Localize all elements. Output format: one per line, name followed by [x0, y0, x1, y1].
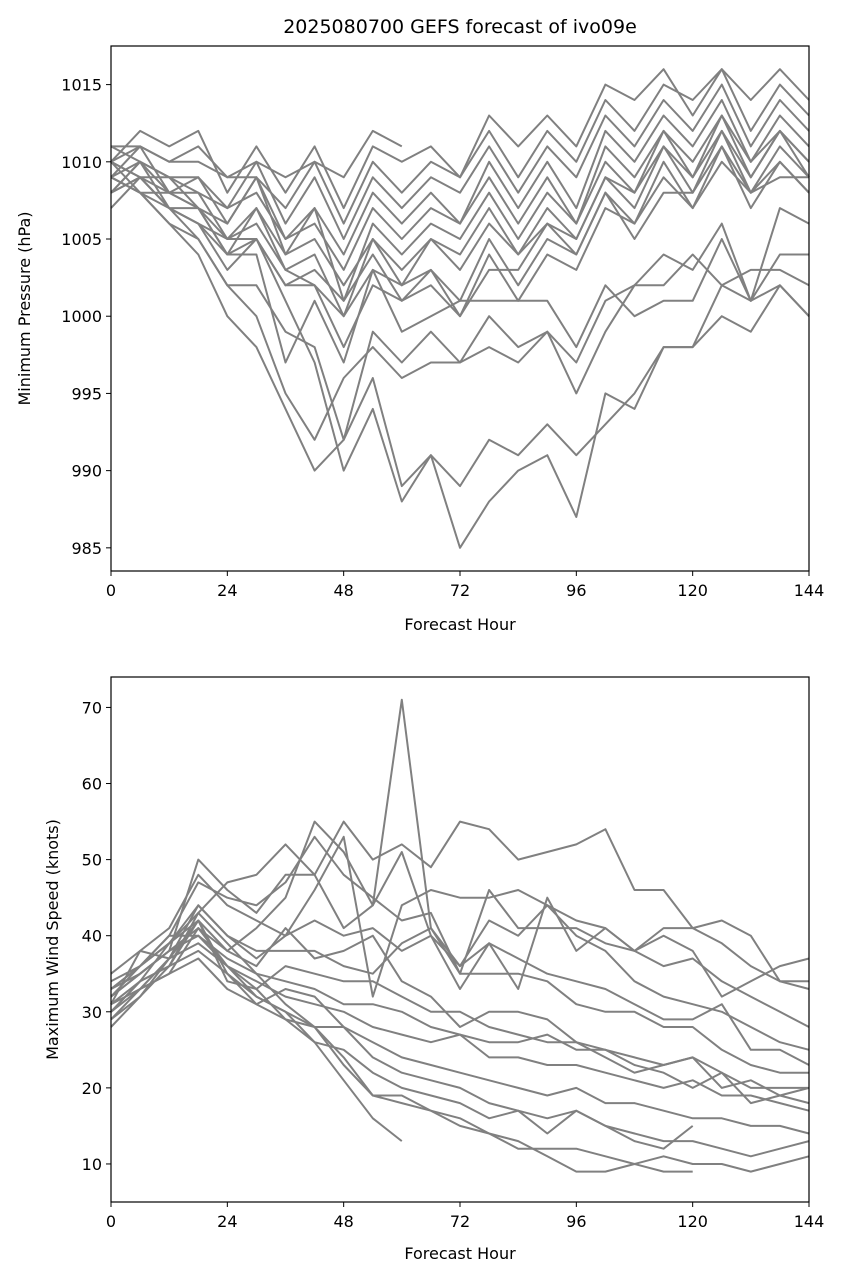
- wind-y-tick-label: 30: [82, 1003, 102, 1022]
- pressure-x-tick-label: 120: [677, 581, 708, 600]
- pressure-x-tick-label: 96: [566, 581, 586, 600]
- pressure-x-tick-label: 0: [106, 581, 116, 600]
- pressure-series-line-17: [110, 176, 810, 503]
- pressure-y-axis-label: Minimum Pressure (hPa): [15, 212, 34, 406]
- wind-x-tick-label: 24: [217, 1212, 237, 1231]
- pressure-y-tick-label: 985: [71, 539, 102, 558]
- pressure-y-tick-label: 1010: [61, 153, 102, 172]
- wind-y-tick-label: 70: [82, 698, 102, 717]
- wind-y-tick-label: 10: [82, 1155, 102, 1174]
- wind-series-line-7: [110, 904, 809, 1074]
- wind-series-line-16: [110, 927, 403, 1142]
- pressure-y-tick-label: 990: [71, 462, 102, 481]
- pressure-axes-frame: [110, 45, 810, 572]
- pressure-x-tick-label: 72: [450, 581, 470, 600]
- pressure-series-line-13: [110, 145, 810, 364]
- wind-series-line-5: [110, 835, 810, 1051]
- pressure-x-tick-label: 144: [794, 581, 825, 600]
- wind-y-tick-label: 20: [82, 1079, 102, 1098]
- pressure-y-tick-label: 995: [71, 384, 102, 403]
- pressure-series-line-8: [110, 114, 810, 287]
- pressure-y-tick-label: 1000: [61, 307, 102, 326]
- pressure-y-tick-label: 1015: [61, 76, 102, 95]
- wind-series-line-10: [110, 934, 810, 1105]
- pressure-chart: 0 24 48 72 96 120 144 985 990 995 1000 1005 1010 1015…: [15, 45, 825, 634]
- wind-x-tick-label: 144: [794, 1212, 825, 1231]
- wind-series-line-6: [110, 904, 810, 1066]
- wind-series-line-2: [110, 820, 809, 1013]
- pressure-series-line-3: [110, 68, 810, 225]
- wind-y-tick-label: 60: [82, 775, 102, 794]
- wind-y-tick-label: 50: [82, 851, 102, 870]
- wind-speed-chart: 0 24 48 72 96 120 144 10 20 30 40 50 60 70 Forecast Ho…: [43, 676, 825, 1263]
- wind-x-tick-label: 0: [106, 1212, 116, 1231]
- wind-series-line-17: [110, 919, 694, 1150]
- wind-series-line-9: [110, 919, 810, 1097]
- pressure-x-axis-label: Forecast Hour: [404, 615, 516, 634]
- wind-series-line-3: [110, 851, 810, 998]
- pressure-x-tick-label: 48: [333, 581, 353, 600]
- wind-x-tick-label: 72: [450, 1212, 470, 1231]
- wind-y-tick-label: 40: [82, 927, 102, 946]
- pressure-y-tick-label: 1005: [61, 230, 102, 249]
- wind-series-line-12: [110, 949, 810, 1135]
- wind-x-tick-label: 120: [677, 1212, 708, 1231]
- pressure-series-line-2: [110, 68, 810, 210]
- wind-x-axis-label: Forecast Hour: [404, 1244, 516, 1263]
- wind-y-axis-label: Maximum Wind Speed (knots): [43, 819, 62, 1060]
- wind-x-tick-label: 48: [333, 1212, 353, 1231]
- wind-series-line-15: [110, 911, 693, 1173]
- figure-title: 2025080700 GEFS forecast of ivo09e: [283, 16, 637, 38]
- wind-x-tick-label: 96: [566, 1212, 586, 1231]
- pressure-series-line-4: [110, 83, 810, 240]
- pressure-x-tick-label: 24: [217, 581, 237, 600]
- wind-series-line-13: [110, 957, 810, 1158]
- pressure-series-line-15: [110, 176, 810, 441]
